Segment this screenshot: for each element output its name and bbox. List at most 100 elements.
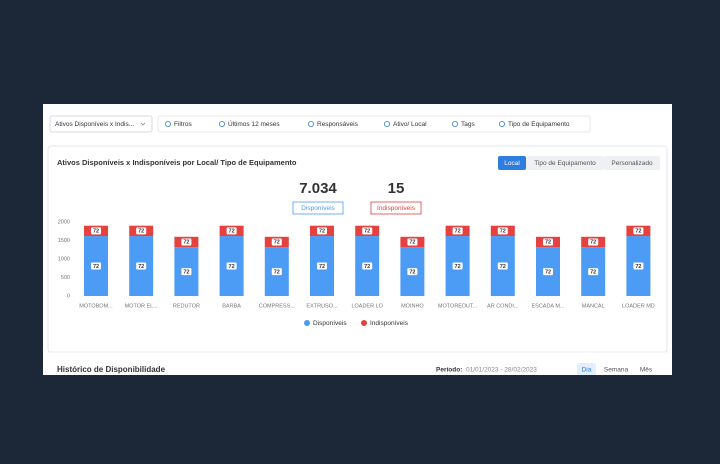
data-label: 72 bbox=[409, 240, 415, 246]
data-label: 72 bbox=[635, 229, 641, 235]
data-label: 72 bbox=[500, 229, 506, 235]
data-label: 72 bbox=[229, 264, 235, 270]
history-tab[interactable] bbox=[577, 363, 596, 376]
clip bbox=[43, 375, 672, 464]
data-label: 72 bbox=[590, 269, 596, 275]
data-label-bg bbox=[271, 268, 282, 276]
data-label-bg bbox=[181, 238, 192, 246]
dropdown[interactable] bbox=[49, 115, 153, 133]
data-label: 72 bbox=[590, 240, 596, 246]
data-label-bg bbox=[317, 262, 327, 270]
x-tick-label: MOINHO bbox=[401, 303, 424, 309]
data-label-bg bbox=[181, 268, 192, 276]
data-label-bg bbox=[317, 227, 327, 235]
data-label-bg bbox=[136, 262, 147, 270]
legend-swatch bbox=[304, 320, 310, 326]
data-label-bg bbox=[362, 262, 373, 270]
x-tick-label: BARBA bbox=[222, 303, 241, 309]
data-label: 72 bbox=[183, 240, 189, 246]
data-label-bg bbox=[497, 227, 508, 235]
x-tick-label: MOTOREDUT... bbox=[438, 303, 478, 309]
data-label: 72 bbox=[138, 264, 144, 270]
button-label: Últimos 12 meses bbox=[228, 119, 280, 128]
x-tick-label: LOADER MD bbox=[622, 303, 655, 309]
history-tab-label: Dia bbox=[582, 367, 592, 374]
data-label-bg bbox=[497, 262, 508, 270]
tab[interactable] bbox=[604, 156, 660, 170]
history-tab-label: Semana bbox=[604, 367, 629, 374]
data-label: 72 bbox=[455, 264, 461, 270]
y-tick-label: 2000 bbox=[58, 219, 70, 225]
data-label-bg bbox=[407, 238, 418, 246]
data-label-bg bbox=[543, 238, 553, 246]
kpi-label: Indisponíveis bbox=[377, 205, 416, 212]
history-tab[interactable] bbox=[636, 363, 656, 376]
data-label: 72 bbox=[635, 264, 641, 270]
dropdown-text: Ativos Disponíveis x Indis... bbox=[55, 121, 134, 128]
history-tab[interactable] bbox=[598, 363, 634, 376]
data-label: 72 bbox=[274, 269, 280, 275]
x-tick-label: COMPRESS... bbox=[259, 303, 296, 309]
data-label: 72 bbox=[500, 264, 506, 270]
tab-label: Personalizado bbox=[611, 160, 653, 167]
y-tick-label: 0 bbox=[67, 293, 70, 299]
legend-label[interactable]: Disponíveis bbox=[313, 320, 347, 327]
x-tick-label: MOTOR EL... bbox=[125, 303, 159, 309]
x-tick-label: MOTOBOM... bbox=[79, 303, 113, 309]
data-label-bg bbox=[226, 262, 237, 270]
button-icon bbox=[383, 121, 390, 128]
data-label-bg bbox=[362, 227, 373, 235]
button-label: Tags bbox=[461, 121, 475, 128]
button-icon bbox=[498, 121, 505, 128]
data-label-bg bbox=[452, 227, 463, 235]
data-label-bg bbox=[136, 227, 147, 235]
data-label: 72 bbox=[93, 264, 99, 270]
y-tick-label: 500 bbox=[61, 275, 70, 281]
kpi-label: Disponíveis bbox=[301, 205, 335, 212]
y-tick-label: 1000 bbox=[58, 256, 70, 262]
button-icon bbox=[451, 121, 458, 128]
y-tick-label: 1500 bbox=[58, 238, 70, 244]
x-tick-label: MANCAL bbox=[582, 303, 605, 309]
data-label: 72 bbox=[455, 229, 461, 235]
data-label: 72 bbox=[319, 264, 325, 270]
data-label: 72 bbox=[183, 269, 189, 275]
history-title: Histórico de Disponibilidade bbox=[57, 365, 166, 374]
x-tick-label: ESCADA M... bbox=[531, 303, 564, 309]
data-label: 72 bbox=[229, 229, 235, 235]
period: 01/01/2023 - 28/02/2023 bbox=[466, 367, 537, 374]
data-label: 72 bbox=[138, 229, 144, 235]
data-label: 72 bbox=[93, 229, 99, 235]
tab[interactable] bbox=[526, 156, 604, 170]
data-label-bg bbox=[91, 227, 101, 235]
data-label-bg bbox=[407, 268, 418, 276]
button-icon bbox=[307, 121, 314, 128]
period-label: Período: bbox=[436, 367, 462, 374]
data-label-bg bbox=[633, 262, 644, 270]
legend-swatch bbox=[361, 320, 367, 326]
history-tab-label: Mês bbox=[640, 367, 653, 374]
data-label-bg bbox=[271, 238, 282, 246]
chart-title: Ativos Disponíveis x Indisponíveis por L… bbox=[57, 158, 297, 167]
button-label: Ativo/ Local bbox=[393, 121, 427, 128]
kpi-value: 15 bbox=[388, 180, 405, 197]
data-label: 72 bbox=[319, 229, 325, 235]
kpi-box bbox=[292, 201, 344, 215]
button-label: Filtros bbox=[174, 121, 192, 128]
dropdown-caret bbox=[140, 122, 146, 126]
data-label-bg bbox=[91, 262, 101, 270]
data-label-bg bbox=[633, 227, 644, 235]
data-label: 72 bbox=[545, 240, 551, 246]
x-tick-label: LOADER LO bbox=[351, 303, 383, 309]
tab-label: Local bbox=[504, 160, 520, 167]
tab[interactable] bbox=[498, 156, 526, 170]
data-label-bg bbox=[588, 238, 599, 246]
x-tick-label: EXTRUSO... bbox=[306, 303, 338, 309]
kpi-box bbox=[370, 201, 422, 215]
x-tick-label: REDUTOR bbox=[173, 303, 200, 309]
legend-label[interactable]: Indisponíveis bbox=[370, 320, 409, 327]
x-tick-label: AR CONDI... bbox=[487, 303, 519, 309]
data-label-bg bbox=[452, 262, 463, 270]
